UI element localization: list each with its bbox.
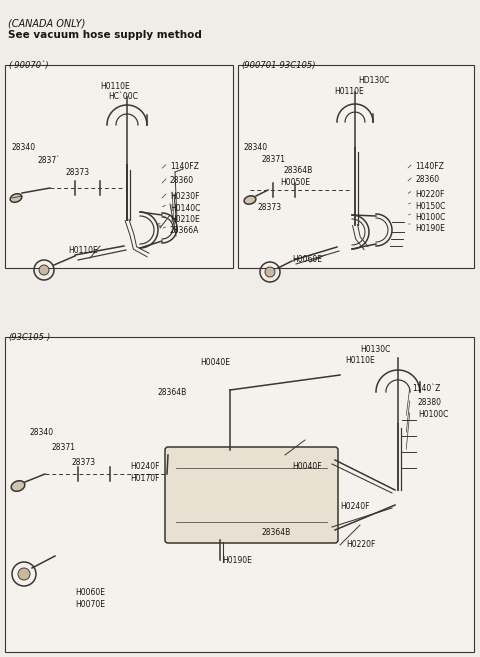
Text: H0070E: H0070E [75,600,105,609]
Bar [5,65,233,268]
Text: H0110E: H0110E [100,82,130,91]
Text: H0110E: H0110E [345,356,375,365]
Text: H0050E: H0050E [280,178,310,187]
Text: H0060E: H0060E [292,255,322,264]
Text: 28340: 28340 [244,143,268,152]
Text: H0190E: H0190E [415,224,445,233]
Text: 28373: 28373 [72,458,96,467]
Text: H0100C: H0100C [418,410,448,419]
Ellipse shape [244,196,256,204]
Text: H0100C: H0100C [415,213,445,222]
Bar [5,337,474,652]
Text: (-90070`): (-90070`) [8,61,48,70]
Text: H0040E: H0040E [200,358,230,367]
Text: 28371: 28371 [262,155,286,164]
Text: H0210E: H0210E [170,215,200,224]
Text: H0040F: H0040F [292,462,322,471]
Text: 28373: 28373 [65,168,89,177]
Text: H0060E: H0060E [75,588,105,597]
Text: 28360: 28360 [170,176,194,185]
Ellipse shape [11,481,25,491]
Text: (900701-93C105): (900701-93C105) [241,61,315,70]
Circle shape [18,568,30,580]
Text: H0230F: H0230F [170,192,200,201]
Text: 28373: 28373 [258,203,282,212]
Text: H0110E: H0110E [68,246,98,255]
Text: 1140`Z: 1140`Z [412,384,440,393]
Text: See vacuum hose supply method: See vacuum hose supply method [8,30,202,40]
Text: 28340: 28340 [30,428,54,437]
Text: 1140FZ: 1140FZ [170,162,199,171]
Text: HD130C: HD130C [358,76,389,85]
Text: H0130C: H0130C [360,345,390,354]
Ellipse shape [10,194,22,202]
Text: 2837`: 2837` [38,156,61,165]
Text: (93C105-): (93C105-) [8,333,50,342]
Text: 1140FZ: 1140FZ [415,162,444,171]
Text: 28364B: 28364B [158,388,187,397]
Text: H0240F: H0240F [340,502,370,511]
Text: H0220F: H0220F [346,540,375,549]
Circle shape [39,265,49,275]
Text: HC`00C: HC`00C [108,92,138,101]
Text: (CANADA ONLY): (CANADA ONLY) [8,18,85,28]
Text: 28340: 28340 [12,143,36,152]
Text: H0140C: H0140C [170,204,200,213]
Text: 28360: 28360 [415,175,439,184]
Text: H0170F: H0170F [130,474,159,483]
Circle shape [265,267,275,277]
Bar [238,65,474,268]
Text: H0150C: H0150C [415,202,445,211]
Text: 28371: 28371 [52,443,76,452]
Text: 28364B: 28364B [284,166,313,175]
Text: 28364B: 28364B [262,528,291,537]
Text: H0220F: H0220F [415,190,444,199]
Text: 28380: 28380 [418,398,442,407]
Text: S: S [157,223,161,228]
Text: 28366A: 28366A [170,226,199,235]
Text: H0240F: H0240F [130,462,159,471]
Text: H0110E: H0110E [334,87,364,96]
FancyBboxPatch shape [165,447,338,543]
Text: H0190E: H0190E [222,556,252,565]
